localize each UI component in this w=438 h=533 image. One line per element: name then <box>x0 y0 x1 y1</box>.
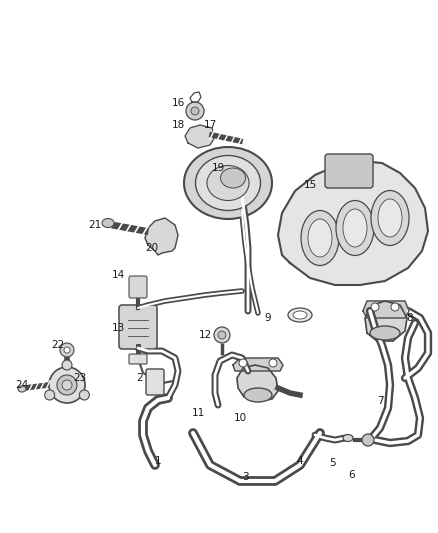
Circle shape <box>62 380 72 390</box>
Text: 19: 19 <box>212 163 225 173</box>
Polygon shape <box>233 358 283 371</box>
Ellipse shape <box>102 219 114 228</box>
Circle shape <box>79 390 89 400</box>
Ellipse shape <box>301 211 339 265</box>
Circle shape <box>391 303 399 311</box>
Circle shape <box>60 343 74 357</box>
Polygon shape <box>363 301 409 318</box>
Text: 16: 16 <box>171 98 185 108</box>
Polygon shape <box>237 365 278 401</box>
Text: 12: 12 <box>198 330 212 340</box>
Ellipse shape <box>378 199 402 237</box>
Text: 10: 10 <box>233 413 247 423</box>
FancyBboxPatch shape <box>129 354 147 364</box>
Polygon shape <box>145 218 178 255</box>
Circle shape <box>362 434 374 446</box>
Ellipse shape <box>293 311 307 319</box>
Circle shape <box>218 331 226 339</box>
Text: 18: 18 <box>171 120 185 130</box>
Text: 20: 20 <box>145 243 159 253</box>
Text: 24: 24 <box>15 380 28 390</box>
Text: 6: 6 <box>349 470 355 480</box>
Ellipse shape <box>220 168 246 188</box>
Polygon shape <box>365 301 407 341</box>
Ellipse shape <box>18 386 26 392</box>
Text: 5: 5 <box>328 458 336 468</box>
Circle shape <box>239 359 247 367</box>
Circle shape <box>214 327 230 343</box>
FancyBboxPatch shape <box>129 276 147 298</box>
Text: 11: 11 <box>191 408 205 418</box>
Ellipse shape <box>370 326 400 340</box>
Text: 17: 17 <box>203 120 217 130</box>
Circle shape <box>269 359 277 367</box>
FancyBboxPatch shape <box>119 305 157 349</box>
Text: 8: 8 <box>407 313 413 323</box>
Circle shape <box>45 390 55 400</box>
Circle shape <box>57 375 77 395</box>
FancyBboxPatch shape <box>146 369 164 395</box>
Text: 23: 23 <box>74 373 87 383</box>
Polygon shape <box>185 125 215 148</box>
Ellipse shape <box>184 147 272 219</box>
Ellipse shape <box>244 388 272 402</box>
Text: 1: 1 <box>155 456 161 466</box>
Ellipse shape <box>308 219 332 257</box>
Text: 2: 2 <box>137 373 143 383</box>
Ellipse shape <box>195 156 261 211</box>
Ellipse shape <box>288 308 312 322</box>
Text: 9: 9 <box>265 313 271 323</box>
Circle shape <box>64 347 70 353</box>
Text: 22: 22 <box>51 340 65 350</box>
Ellipse shape <box>336 200 374 255</box>
Text: 13: 13 <box>111 323 125 333</box>
Circle shape <box>371 303 379 311</box>
Ellipse shape <box>343 209 367 247</box>
Polygon shape <box>278 161 428 285</box>
Text: 7: 7 <box>377 396 383 406</box>
FancyBboxPatch shape <box>325 154 373 188</box>
Circle shape <box>186 102 204 120</box>
Text: 4: 4 <box>297 456 303 466</box>
Circle shape <box>49 367 85 403</box>
Text: 14: 14 <box>111 270 125 280</box>
Text: 3: 3 <box>242 472 248 482</box>
Circle shape <box>62 360 72 370</box>
Ellipse shape <box>207 166 249 200</box>
Circle shape <box>191 107 199 115</box>
Text: 21: 21 <box>88 220 102 230</box>
Text: 15: 15 <box>304 180 317 190</box>
Ellipse shape <box>371 190 409 246</box>
Ellipse shape <box>343 434 353 441</box>
